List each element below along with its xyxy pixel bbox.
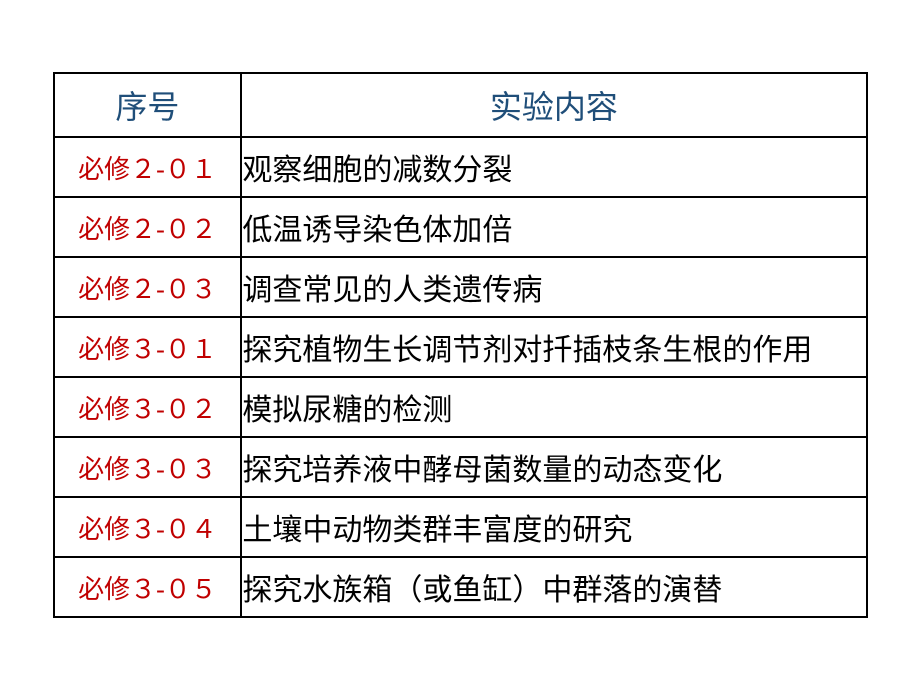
row-content: 观察细胞的减数分裂 <box>241 137 866 197</box>
row-content: 探究植物生长调节剂对扦插枝条生根的作用 <box>241 317 866 377</box>
table-row: 必修３-０５ 探究水族箱（或鱼缸）中群落的演替 <box>54 557 867 617</box>
row-content: 探究水族箱（或鱼缸）中群落的演替 <box>241 557 866 617</box>
row-id: 必修３-０３ <box>54 437 242 497</box>
row-id: 必修２-０２ <box>54 197 242 257</box>
row-content: 低温诱导染色体加倍 <box>241 197 866 257</box>
row-content: 土壤中动物类群丰富度的研究 <box>241 497 866 557</box>
row-id: 必修２-０１ <box>54 137 242 197</box>
row-id: 必修３-０１ <box>54 317 242 377</box>
table-row: 必修３-０４ 土壤中动物类群丰富度的研究 <box>54 497 867 557</box>
row-content: 探究培养液中酵母菌数量的动态变化 <box>241 437 866 497</box>
row-content: 模拟尿糖的检测 <box>241 377 866 437</box>
table-row: 必修２-０１ 观察细胞的减数分裂 <box>54 137 867 197</box>
row-id: 必修３-０２ <box>54 377 242 437</box>
table-row: 必修３-０１ 探究植物生长调节剂对扦插枝条生根的作用 <box>54 317 867 377</box>
table-row: 必修３-０２ 模拟尿糖的检测 <box>54 377 867 437</box>
table-header-row: 序号 实验内容 <box>54 73 867 137</box>
header-id: 序号 <box>54 73 242 137</box>
row-id: 必修３-０５ <box>54 557 242 617</box>
experiment-table: 序号 实验内容 必修２-０１ 观察细胞的减数分裂 必修２-０２ 低温诱导染色体加… <box>53 72 868 618</box>
table-row: 必修３-０３ 探究培养液中酵母菌数量的动态变化 <box>54 437 867 497</box>
row-id: 必修２-０３ <box>54 257 242 317</box>
table-row: 必修２-０３ 调查常见的人类遗传病 <box>54 257 867 317</box>
header-content: 实验内容 <box>241 73 866 137</box>
table-row: 必修２-０２ 低温诱导染色体加倍 <box>54 197 867 257</box>
row-content: 调查常见的人类遗传病 <box>241 257 866 317</box>
row-id: 必修３-０４ <box>54 497 242 557</box>
